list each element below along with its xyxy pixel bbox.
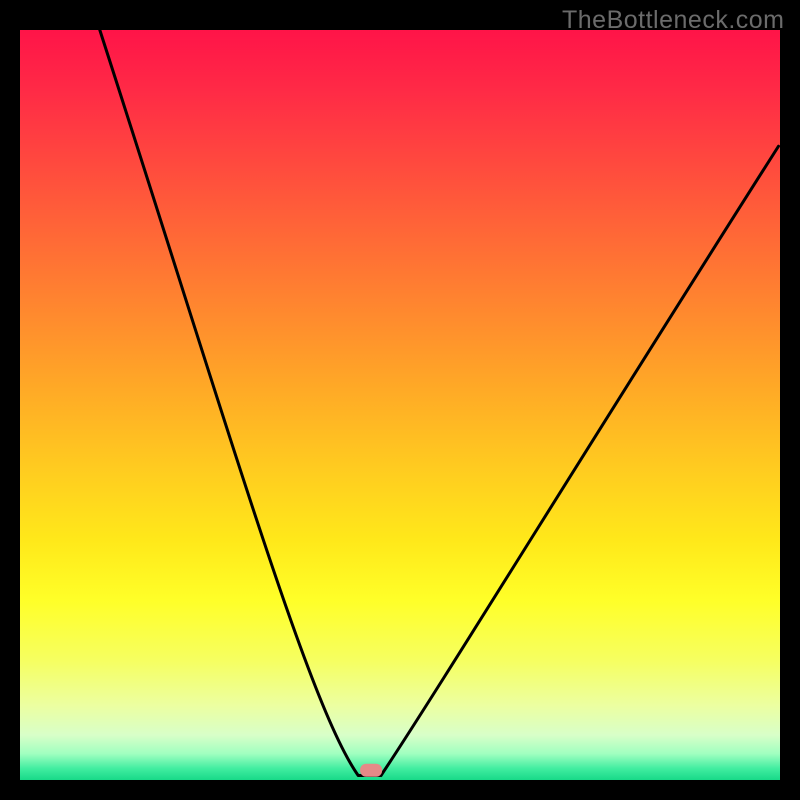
chart-frame: TheBottleneck.com bbox=[0, 0, 800, 800]
watermark-text: TheBottleneck.com bbox=[562, 6, 785, 35]
bottleneck-chart bbox=[0, 0, 800, 800]
plot-background bbox=[20, 30, 780, 780]
optimal-point-marker bbox=[360, 764, 382, 777]
